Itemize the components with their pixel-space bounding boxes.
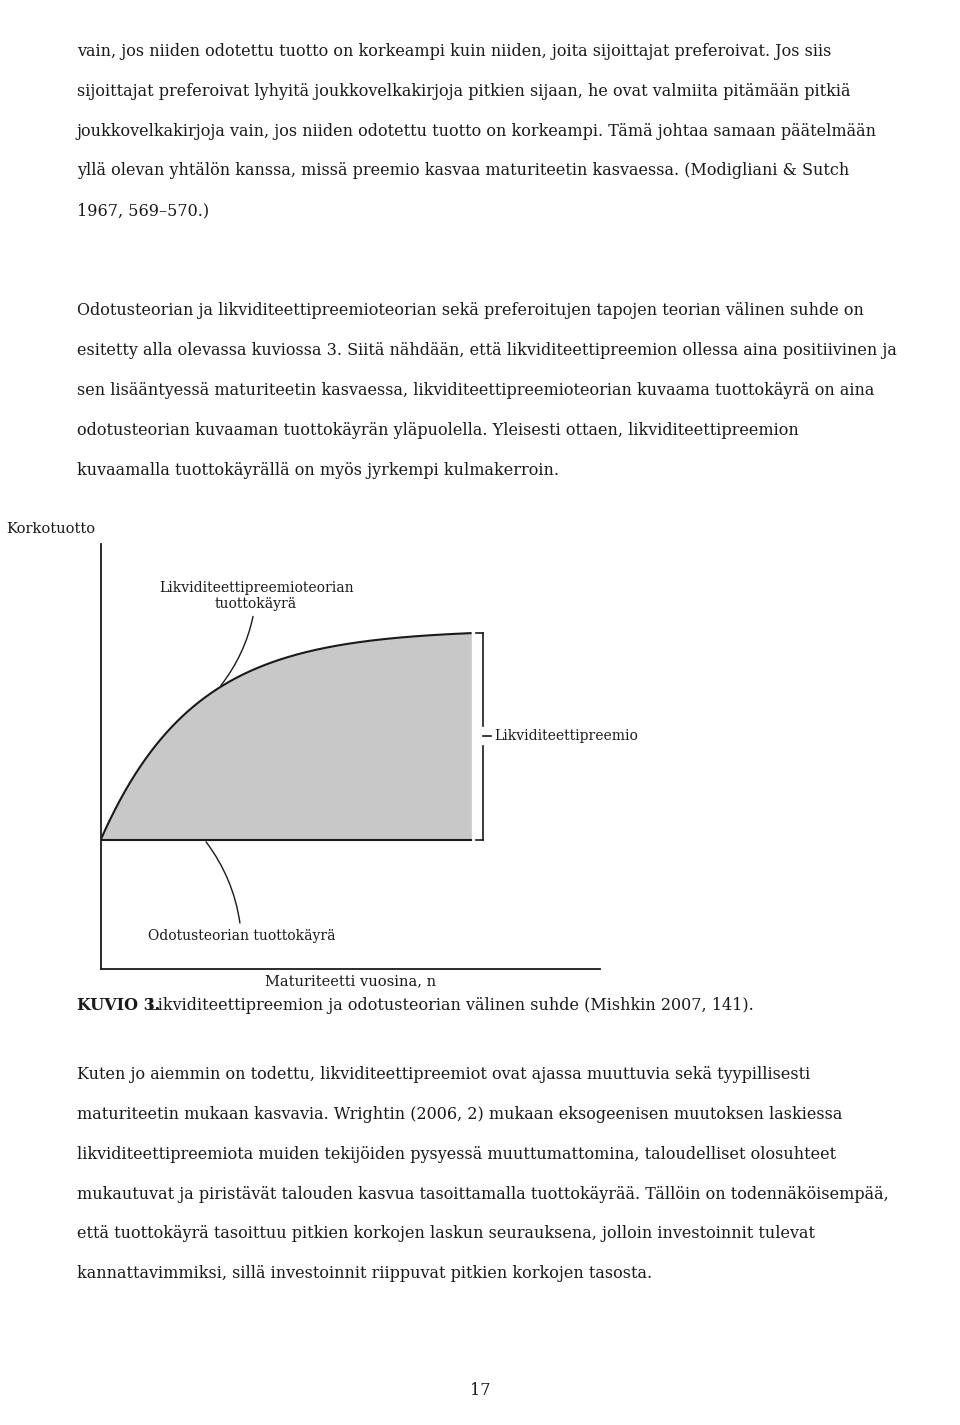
Text: Likviditeettipreemio: Likviditeettipreemio (493, 730, 637, 744)
Text: yllä olevan yhtälön kanssa, missä preemio kasvaa maturiteetin kasvaessa. (Modigl: yllä olevan yhtälön kanssa, missä preemi… (77, 162, 849, 180)
Text: kannattavimmiksi, sillä investoinnit riippuvat pitkien korkojen tasosta.: kannattavimmiksi, sillä investoinnit rii… (77, 1265, 652, 1282)
Y-axis label: Korkotuotto: Korkotuotto (7, 522, 95, 536)
Text: että tuottokäyrä tasoittuu pitkien korkojen laskun seurauksena, jolloin investoi: että tuottokäyrä tasoittuu pitkien korko… (77, 1226, 815, 1243)
Text: Likviditeettipreemion ja odotusteorian välinen suhde (Mishkin 2007, 141).: Likviditeettipreemion ja odotusteorian v… (142, 997, 754, 1015)
Text: esitetty alla olevassa kuviossa 3. Siitä nähdään, että likviditeettipreemion oll: esitetty alla olevassa kuviossa 3. Siitä… (77, 342, 897, 359)
X-axis label: Maturiteetti vuosina, n: Maturiteetti vuosina, n (265, 975, 436, 989)
Text: 1967, 569–570.): 1967, 569–570.) (77, 202, 209, 219)
Text: Likviditeettipreemioteorian
tuottokäyrä: Likviditeettipreemioteorian tuottokäyrä (158, 581, 353, 685)
Text: sijoittajat preferoivat lyhyitä joukkovelkakirjoja pitkien sijaan, he ovat valmi: sijoittajat preferoivat lyhyitä joukkove… (77, 83, 851, 100)
Text: vain, jos niiden odotettu tuotto on korkeampi kuin niiden, joita sijoittajat pre: vain, jos niiden odotettu tuotto on kork… (77, 43, 831, 60)
Text: Kuten jo aiemmin on todettu, likviditeettipreemiot ovat ajassa muuttuvia sekä ty: Kuten jo aiemmin on todettu, likviditeet… (77, 1066, 810, 1083)
Text: odotusteorian kuvaaman tuottokäyrän yläpuolella. Yleisesti ottaen, likviditeetti: odotusteorian kuvaaman tuottokäyrän yläp… (77, 422, 799, 439)
Text: sen lisääntyessä maturiteetin kasvaessa, likviditeettipreemioteorian kuvaama tuo: sen lisääntyessä maturiteetin kasvaessa,… (77, 382, 875, 399)
Text: Odotusteorian tuottokäyrä: Odotusteorian tuottokäyrä (148, 842, 335, 942)
Text: kuvaamalla tuottokäyrällä on myös jyrkempi kulmakerroin.: kuvaamalla tuottokäyrällä on myös jyrkem… (77, 462, 559, 479)
Text: maturiteetin mukaan kasvavia. Wrightin (2006, 2) mukaan eksogeenisen muutoksen l: maturiteetin mukaan kasvavia. Wrightin (… (77, 1106, 842, 1123)
Text: 17: 17 (469, 1382, 491, 1399)
Text: KUVIO 3.: KUVIO 3. (77, 997, 160, 1015)
Text: likviditeettipreemiota muiden tekijöiden pysyessä muuttumattomina, taloudelliset: likviditeettipreemiota muiden tekijöiden… (77, 1146, 836, 1163)
Text: joukkovelkakirjoja vain, jos niiden odotettu tuotto on korkeampi. Tämä johtaa sa: joukkovelkakirjoja vain, jos niiden odot… (77, 123, 876, 140)
Text: Odotusteorian ja likviditeettipreemioteorian sekä preferoitujen tapojen teorian : Odotusteorian ja likviditeettipreemioteo… (77, 302, 864, 319)
Text: mukautuvat ja piristävät talouden kasvua tasoittamalla tuottokäyrää. Tällöin on : mukautuvat ja piristävät talouden kasvua… (77, 1186, 889, 1203)
